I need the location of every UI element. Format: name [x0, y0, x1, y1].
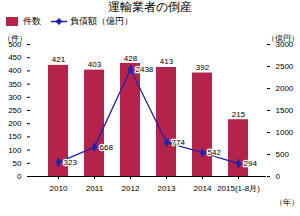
html-text:運輸業者の倒産: 運輸業者の倒産 — [108, 0, 192, 14]
svg-text:（年）: （年） — [275, 198, 299, 207]
svg-text:100: 100 — [8, 146, 22, 155]
svg-text:500: 500 — [276, 150, 290, 159]
svg-text:1000: 1000 — [276, 128, 294, 137]
svg-text:668: 668 — [100, 143, 114, 152]
svg-text:450: 450 — [8, 53, 22, 62]
svg-text:2010: 2010 — [50, 184, 68, 193]
svg-text:323: 323 — [64, 158, 78, 167]
html-text:負債額（億円）: 負債額（億円） — [70, 16, 133, 26]
html-text:件数: 件数 — [23, 16, 41, 26]
svg-text:428: 428 — [124, 54, 138, 63]
svg-text:2011: 2011 — [86, 184, 104, 193]
svg-text:200: 200 — [8, 119, 22, 128]
svg-text:2438: 2438 — [136, 65, 154, 74]
svg-text:2012: 2012 — [122, 184, 140, 193]
svg-text:2013: 2013 — [158, 184, 176, 193]
svg-text:2014: 2014 — [194, 184, 212, 193]
svg-text:294: 294 — [244, 159, 258, 168]
svg-text:1500: 1500 — [276, 106, 294, 115]
svg-text:2500: 2500 — [276, 62, 294, 71]
svg-text:403: 403 — [88, 60, 102, 69]
svg-text:500: 500 — [8, 40, 22, 50]
svg-text:400: 400 — [8, 66, 22, 75]
svg-text:50: 50 — [13, 159, 22, 168]
svg-text:542: 542 — [208, 148, 222, 157]
svg-text:0: 0 — [17, 172, 22, 181]
svg-text:150: 150 — [8, 132, 22, 141]
svg-text:300: 300 — [8, 93, 22, 102]
svg-text:392: 392 — [196, 63, 210, 72]
svg-text:421: 421 — [52, 55, 66, 64]
svg-text:3000: 3000 — [275, 40, 294, 50]
svg-text:413: 413 — [160, 57, 174, 66]
svg-text:0: 0 — [276, 172, 281, 181]
svg-text:（件）: （件） — [3, 34, 27, 43]
svg-text:350: 350 — [8, 80, 22, 89]
svg-text:250: 250 — [8, 106, 22, 115]
svg-text:774: 774 — [172, 138, 186, 147]
svg-text:2000: 2000 — [276, 84, 294, 93]
svg-text:2015(1-8月): 2015(1-8月) — [217, 184, 260, 193]
svg-text:215: 215 — [232, 110, 246, 119]
svg-text:（億円）: （億円） — [267, 34, 299, 43]
